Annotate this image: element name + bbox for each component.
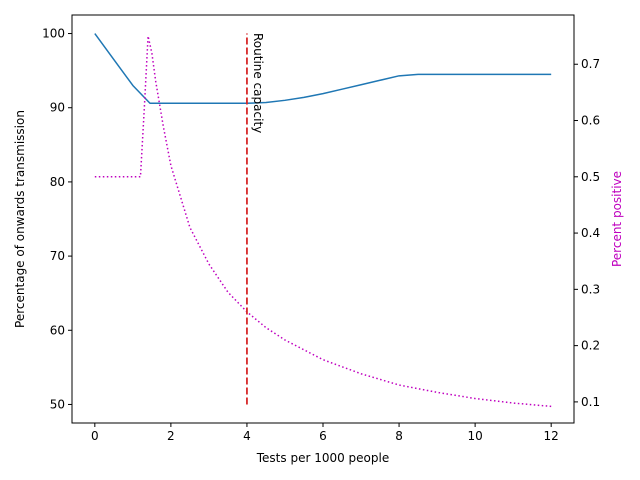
y-left-tick-label: 70 bbox=[50, 249, 65, 263]
y-right-tick-label: 0.7 bbox=[581, 57, 600, 71]
x-tick-label: 12 bbox=[544, 429, 559, 443]
x-tick-label: 8 bbox=[395, 429, 403, 443]
percent-positive-line bbox=[94, 35, 552, 408]
y-right-tick-label: 0.5 bbox=[581, 170, 600, 184]
series-layer bbox=[94, 33, 552, 408]
y-left-tick-label: 90 bbox=[50, 101, 65, 115]
y-right-tick-label: 0.4 bbox=[581, 226, 600, 240]
y-left-axis-ticks: 50 60 70 80 90 100 bbox=[42, 27, 72, 411]
y-right-tick-label: 0.2 bbox=[581, 339, 600, 353]
onwards-transmission-line bbox=[94, 33, 552, 105]
x-tick-label: 0 bbox=[91, 429, 99, 443]
y-right-tick-label: 0.6 bbox=[581, 114, 600, 128]
y-right-axis-ticks: 0.1 0.2 0.3 0.4 0.5 0.6 0.7 bbox=[574, 57, 600, 409]
y-left-axis-label: Percentage of onwards transmission bbox=[13, 110, 27, 328]
x-tick-label: 6 bbox=[319, 429, 327, 443]
y-left-tick-label: 100 bbox=[42, 27, 65, 41]
x-tick-label: 4 bbox=[243, 429, 251, 443]
plot-frame bbox=[71, 14, 575, 424]
y-left-tick-label: 60 bbox=[50, 323, 65, 337]
y-right-tick-label: 0.3 bbox=[581, 282, 600, 296]
y-left-tick-label: 80 bbox=[50, 175, 65, 189]
x-axis-ticks: 0 2 4 6 8 10 12 bbox=[91, 423, 559, 443]
y-right-tick-label: 0.1 bbox=[581, 395, 600, 409]
y-left-tick-label: 50 bbox=[50, 397, 65, 411]
x-axis-label: Tests per 1000 people bbox=[256, 451, 389, 465]
vline-label: Routine capacity bbox=[251, 33, 265, 133]
y-right-axis-label: Percent positive bbox=[610, 171, 624, 267]
x-tick-label: 10 bbox=[467, 429, 482, 443]
x-tick-label: 2 bbox=[167, 429, 175, 443]
